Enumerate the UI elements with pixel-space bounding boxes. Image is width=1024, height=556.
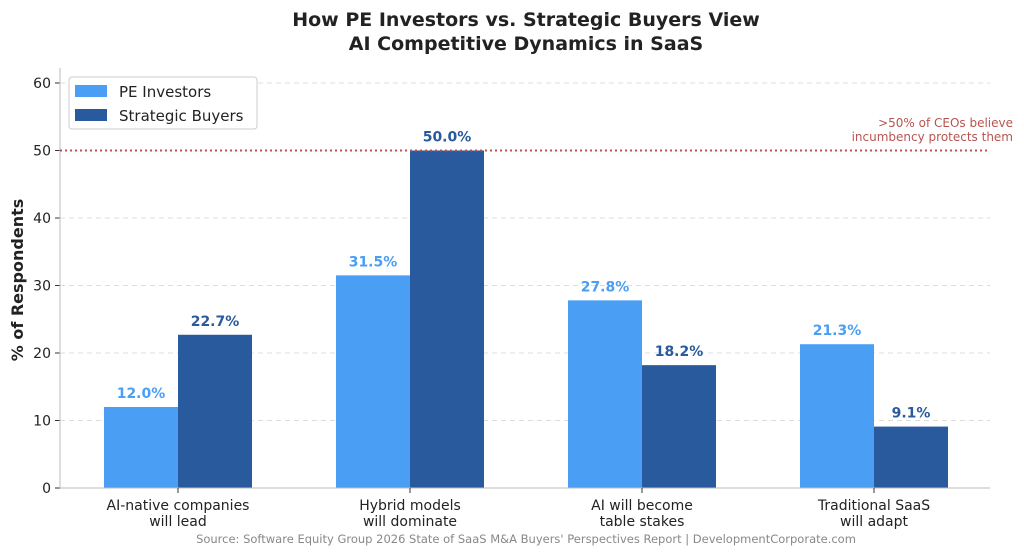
data-labels: 12.0% 22.7% 31.5% 50.0% 27.8% 18.2% 21.3% 9.1% <box>117 130 931 422</box>
legend-swatch <box>75 85 107 97</box>
legend: PE Investors Strategic Buyers <box>68 76 258 130</box>
x-tick-label: will dominate <box>363 514 457 530</box>
bar-pe-investors <box>336 275 410 488</box>
y-tick-label: 20 <box>33 346 51 362</box>
bar-strategic-buyers <box>178 334 252 488</box>
x-tick-label: Traditional SaaS <box>817 498 930 514</box>
x-tick-label: Hybrid models <box>359 498 461 514</box>
reference-annotation-line1: >50% of CEOs believe <box>878 116 1013 130</box>
bar-strategic-buyers <box>874 426 948 488</box>
data-label: 27.8% <box>581 279 630 295</box>
legend-label: PE Investors <box>119 83 211 101</box>
bar-pe-investors <box>568 300 642 488</box>
data-label: 50.0% <box>423 130 472 146</box>
bar-pe-investors <box>800 344 874 488</box>
legend-swatch <box>75 109 107 121</box>
bar-strategic-buyers <box>410 150 484 488</box>
chart-title-line2: AI Competitive Dynamics in SaaS <box>349 33 703 55</box>
bars <box>104 150 948 488</box>
y-tick-label: 50 <box>33 144 51 160</box>
y-axis-label: % of Respondents <box>8 199 27 362</box>
x-tick-label: AI will become <box>591 498 693 514</box>
x-tick-label: AI-native companies <box>107 498 250 514</box>
legend-label: Strategic Buyers <box>119 107 244 125</box>
data-label: 22.7% <box>191 314 240 330</box>
y-tick-label: 30 <box>33 279 51 295</box>
bar-pe-investors <box>104 407 178 488</box>
data-label: 9.1% <box>892 406 931 422</box>
source-note: Source: Software Equity Group 2026 State… <box>196 532 856 546</box>
y-tick-label: 40 <box>33 211 51 227</box>
data-label: 21.3% <box>813 323 862 339</box>
bar-strategic-buyers <box>642 365 716 488</box>
reference-annotation-line2: incumbency protects them <box>852 130 1013 144</box>
legend-box <box>68 76 258 130</box>
y-tick-label: 0 <box>42 481 51 497</box>
x-tick-label: will lead <box>149 514 207 530</box>
y-tick-label: 60 <box>33 76 51 92</box>
data-label: 31.5% <box>349 254 398 270</box>
data-label: 18.2% <box>655 344 704 360</box>
x-tick-label: table stakes <box>600 514 685 530</box>
chart-title-line1: How PE Investors vs. Strategic Buyers Vi… <box>292 9 760 31</box>
x-tick-label: will adapt <box>840 514 909 530</box>
y-tick-label: 10 <box>33 414 51 430</box>
data-label: 12.0% <box>117 386 166 402</box>
